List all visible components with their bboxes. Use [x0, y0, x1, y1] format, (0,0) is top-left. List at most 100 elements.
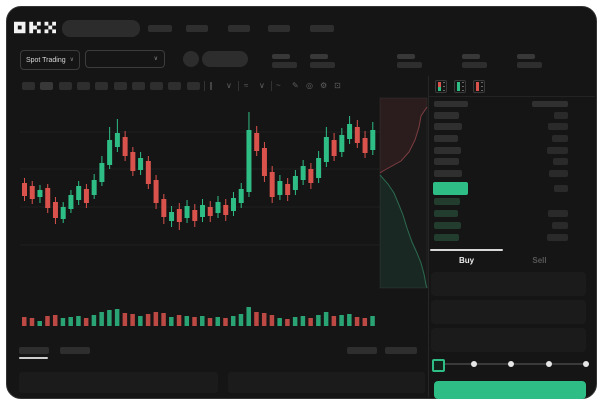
ask-row-price[interactable] — [434, 135, 458, 142]
candle-body — [362, 138, 368, 153]
orderbook-asks-icon[interactable] — [473, 80, 485, 93]
stat-value — [310, 62, 335, 68]
bid-row-price[interactable] — [434, 210, 458, 217]
stat-label — [462, 54, 480, 59]
candle-body — [29, 186, 35, 199]
candle-type-icon[interactable]: ∥ — [209, 81, 213, 90]
ask-row-price[interactable] — [434, 112, 459, 119]
candle-body — [354, 127, 360, 143]
slider-stop[interactable] — [471, 361, 477, 367]
candle-body — [99, 163, 105, 182]
stat-value — [272, 62, 297, 68]
timeframe-button[interactable] — [76, 82, 90, 90]
stat-label — [272, 54, 290, 59]
buy-submit-button[interactable] — [434, 381, 586, 399]
wave-icon[interactable]: ~ — [276, 81, 281, 90]
search-input[interactable] — [62, 20, 140, 37]
slider-stop[interactable] — [583, 361, 589, 367]
stat-label — [310, 54, 328, 59]
volume-bar — [192, 317, 197, 326]
nav-item[interactable] — [148, 25, 172, 32]
volume-bar — [138, 316, 143, 326]
chevron-down-icon[interactable]: ∨ — [259, 81, 265, 90]
slider-stop[interactable] — [508, 361, 514, 367]
timeframe-button[interactable] — [150, 82, 164, 90]
ask-row-amount — [554, 112, 568, 119]
nav-item[interactable] — [228, 25, 250, 32]
panel-divider — [428, 76, 429, 397]
order-input[interactable] — [431, 272, 586, 296]
candle-body — [37, 190, 43, 197]
stat-label — [517, 54, 535, 59]
candle-body — [169, 212, 175, 221]
candle-body — [83, 189, 89, 203]
mid-row-amount — [554, 185, 568, 192]
bid-row-price[interactable] — [434, 198, 460, 205]
candle-body — [45, 188, 51, 208]
timeframe-button[interactable] — [40, 82, 54, 90]
draw-icon[interactable]: ✎ — [292, 81, 299, 90]
timeframe-button[interactable] — [95, 82, 109, 90]
fullscreen-icon[interactable]: ⊡ — [334, 81, 341, 90]
order-input[interactable] — [431, 300, 586, 324]
ask-row-price[interactable] — [434, 170, 462, 177]
timeframe-button[interactable] — [186, 82, 200, 90]
camera-icon[interactable]: ◎ — [306, 81, 313, 90]
depth-panel — [379, 97, 428, 289]
volume-bar — [254, 312, 259, 326]
timeframe-button[interactable] — [168, 82, 182, 90]
chart-footer-control[interactable] — [385, 347, 417, 354]
orderbook-bids-icon[interactable] — [454, 80, 466, 93]
chevron-down-icon[interactable]: ∨ — [226, 81, 232, 90]
candle-body — [153, 180, 159, 203]
bid-row-price[interactable] — [434, 222, 461, 229]
market-type-dropdown[interactable]: Spot Trading ∨ — [20, 50, 80, 70]
pair-dropdown[interactable]: ∨ — [85, 50, 165, 68]
tab-sell[interactable]: Sell — [532, 256, 547, 265]
bid-row-amount — [548, 210, 568, 217]
volume-bar — [238, 314, 244, 326]
timeframe-button[interactable] — [131, 82, 145, 90]
volume-bar — [354, 317, 360, 326]
ask-row-price[interactable] — [434, 147, 461, 154]
last-price-badge[interactable] — [433, 182, 468, 195]
settings-icon[interactable]: ⚙ — [320, 81, 328, 90]
volume-bar — [246, 307, 251, 326]
tab-buy[interactable]: Buy — [458, 256, 475, 265]
chart-footer-control[interactable] — [347, 347, 377, 354]
nav-item[interactable] — [310, 25, 334, 32]
buy-tab-indicator — [430, 249, 503, 251]
indicator-icon[interactable]: ≈ — [244, 81, 249, 90]
ticker-badge[interactable] — [202, 51, 248, 67]
ask-row-price[interactable] — [434, 123, 462, 130]
candle-body — [138, 158, 144, 170]
volume-bar — [292, 317, 298, 326]
candle-body — [207, 207, 213, 216]
candle-body — [269, 172, 275, 197]
bid-row-price[interactable] — [434, 234, 459, 241]
bottom-tab[interactable] — [60, 347, 90, 354]
candle-body — [215, 202, 221, 213]
volume-bar — [277, 318, 282, 326]
volume-bar — [215, 317, 220, 326]
okx-logo — [14, 21, 56, 34]
candle-body — [60, 207, 66, 219]
volume-bar — [68, 317, 73, 326]
volume-bar — [339, 315, 344, 326]
candle-body — [300, 166, 306, 180]
timeframe-button[interactable] — [58, 82, 72, 90]
candlestick-chart[interactable] — [8, 96, 428, 342]
timeframe-button[interactable] — [22, 82, 35, 90]
orderbook-combined-icon[interactable] — [435, 80, 447, 93]
volume-bar — [99, 312, 104, 326]
nav-item[interactable] — [268, 25, 290, 32]
slider-stop[interactable] — [546, 361, 552, 367]
timeframe-button[interactable] — [113, 82, 127, 90]
ask-row-price[interactable] — [434, 158, 459, 165]
nav-item[interactable] — [186, 25, 208, 32]
volume-bar — [269, 315, 275, 326]
volume-bar — [37, 321, 42, 326]
slider-handle[interactable] — [432, 359, 445, 372]
order-input[interactable] — [431, 328, 586, 352]
bottom-tab[interactable] — [19, 347, 49, 354]
